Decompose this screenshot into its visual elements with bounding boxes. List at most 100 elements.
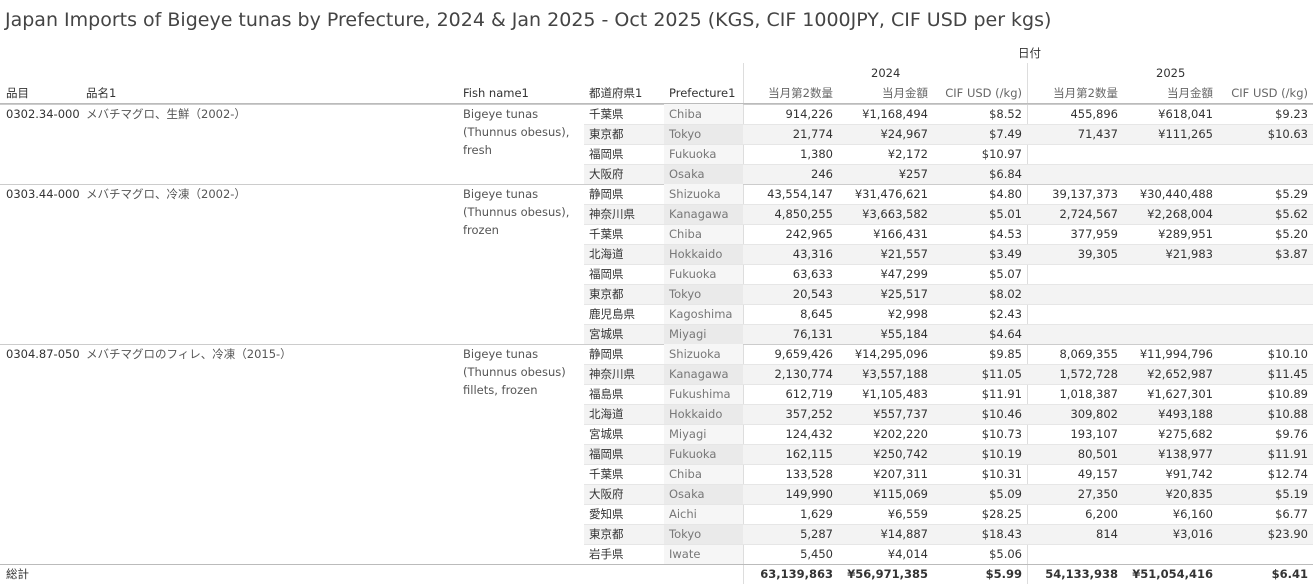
cell-value: ¥24,967 [880, 127, 928, 141]
cell-value: $10.73 [981, 427, 1022, 441]
prefecture-band [664, 124, 743, 144]
prefecture-en: Tokyo [669, 287, 702, 301]
prefecture-jp: 静岡県 [589, 347, 624, 361]
cell-value: 162,115 [785, 447, 833, 461]
total-value: 63,139,863 [760, 567, 833, 581]
cell-value: 246 [811, 167, 833, 181]
cell-value: 27,350 [1077, 487, 1118, 501]
prefecture-band [664, 524, 743, 544]
row-line [584, 444, 1313, 445]
row-line [584, 144, 1313, 145]
cell-value: $10.19 [981, 447, 1022, 461]
total-value: ¥56,971,385 [847, 567, 928, 581]
prefecture-en: Osaka [669, 167, 705, 181]
total-value: $5.99 [985, 567, 1022, 581]
row-line [584, 304, 1313, 305]
prefecture-jp: 千葉県 [589, 227, 624, 241]
cell-value: $5.01 [989, 207, 1022, 221]
row-band [584, 244, 1313, 264]
prefecture-band [664, 484, 743, 504]
prefecture-jp: 福岡県 [589, 267, 624, 281]
prefecture-en: Tokyo [669, 127, 702, 141]
total-value: 54,133,938 [1045, 567, 1118, 581]
prefecture-en: Miyagi [669, 327, 707, 341]
item-name: メバチマグロ、生鮮（2002-） [86, 107, 246, 121]
prefecture-en: Aichi [669, 507, 697, 521]
cell-value: ¥3,557,188 [862, 367, 928, 381]
cell-value: 1,380 [800, 147, 833, 161]
item-code: 0302.34-000 [6, 107, 80, 121]
cell-value: 49,157 [1077, 467, 1118, 481]
row-line [584, 464, 1313, 465]
row-line [584, 264, 1313, 265]
cell-value: ¥14,887 [880, 527, 928, 541]
cell-value: ¥3,663,582 [862, 207, 928, 221]
prefecture-en: Chiba [669, 467, 702, 481]
cell-value: $10.97 [981, 147, 1022, 161]
row-line [584, 284, 1313, 285]
cell-value: $8.02 [989, 287, 1022, 301]
measure-header: 当月第2数量 [768, 86, 833, 100]
prefecture-band [664, 264, 743, 284]
row-line [584, 224, 1313, 225]
prefecture-en: Kagoshima [669, 307, 733, 321]
cell-value: ¥21,983 [1165, 247, 1213, 261]
cell-value: $4.64 [989, 327, 1022, 341]
row-line [584, 424, 1313, 425]
cell-value: $11.91 [1267, 447, 1308, 461]
cell-value: 1,572,728 [1059, 367, 1118, 381]
row-line [584, 524, 1313, 525]
prefecture-jp: 東京都 [589, 527, 624, 541]
cell-value: ¥20,835 [1165, 487, 1213, 501]
cell-value: $10.31 [981, 467, 1022, 481]
cell-value: 39,305 [1077, 247, 1118, 261]
prefecture-jp: 神奈川県 [589, 207, 635, 221]
cell-value: 193,107 [1070, 427, 1118, 441]
group-line [0, 344, 1313, 345]
cell-value: $10.63 [1267, 127, 1308, 141]
row-line [584, 244, 1313, 245]
cell-value: 21,774 [792, 127, 833, 141]
prefecture-jp: 福岡県 [589, 447, 624, 461]
row-line [584, 504, 1313, 505]
cell-value: $5.20 [1275, 227, 1308, 241]
prefecture-jp: 東京都 [589, 127, 624, 141]
fish-name: fresh [463, 143, 492, 157]
cell-value: $3.49 [989, 247, 1022, 261]
prefecture-jp: 神奈川県 [589, 367, 635, 381]
cell-value: 5,287 [800, 527, 833, 541]
cell-value: $9.23 [1275, 107, 1308, 121]
header-line [0, 103, 1313, 104]
cell-value: 2,724,567 [1059, 207, 1118, 221]
cell-value: 377,959 [1070, 227, 1118, 241]
column-header: Prefecture1 [669, 86, 736, 100]
total-value: $6.41 [1271, 567, 1308, 581]
cell-value: 76,131 [792, 327, 833, 341]
cell-value: 5,450 [800, 547, 833, 561]
measure-header: 当月第2数量 [1053, 86, 1118, 100]
cell-value: $5.06 [989, 547, 1022, 561]
cell-value: $11.45 [1267, 367, 1308, 381]
prefecture-band [664, 224, 743, 244]
cell-value: ¥47,299 [880, 267, 928, 281]
prefecture-band [664, 244, 743, 264]
fish-name: Bigeye tunas [463, 347, 539, 361]
row-band [584, 444, 1313, 464]
prefecture-en: Iwate [669, 547, 701, 561]
cell-value: ¥2,652,987 [1147, 367, 1213, 381]
cell-value: 8,645 [800, 307, 833, 321]
measure-header: 当月金額 [882, 86, 928, 100]
row-line [584, 384, 1313, 385]
measure-header: CIF USD (/kg) [1231, 86, 1308, 100]
cell-value: ¥115,069 [873, 487, 928, 501]
row-band [584, 364, 1313, 384]
cell-value: ¥250,742 [873, 447, 928, 461]
prefecture-band [664, 504, 743, 524]
prefecture-jp: 宮城県 [589, 327, 624, 341]
cell-value: ¥618,041 [1158, 107, 1213, 121]
fish-name: Bigeye tunas [463, 187, 539, 201]
prefecture-jp: 宮城県 [589, 427, 624, 441]
cell-value: 39,137,373 [1052, 187, 1118, 201]
cell-value: $9.76 [1275, 427, 1308, 441]
